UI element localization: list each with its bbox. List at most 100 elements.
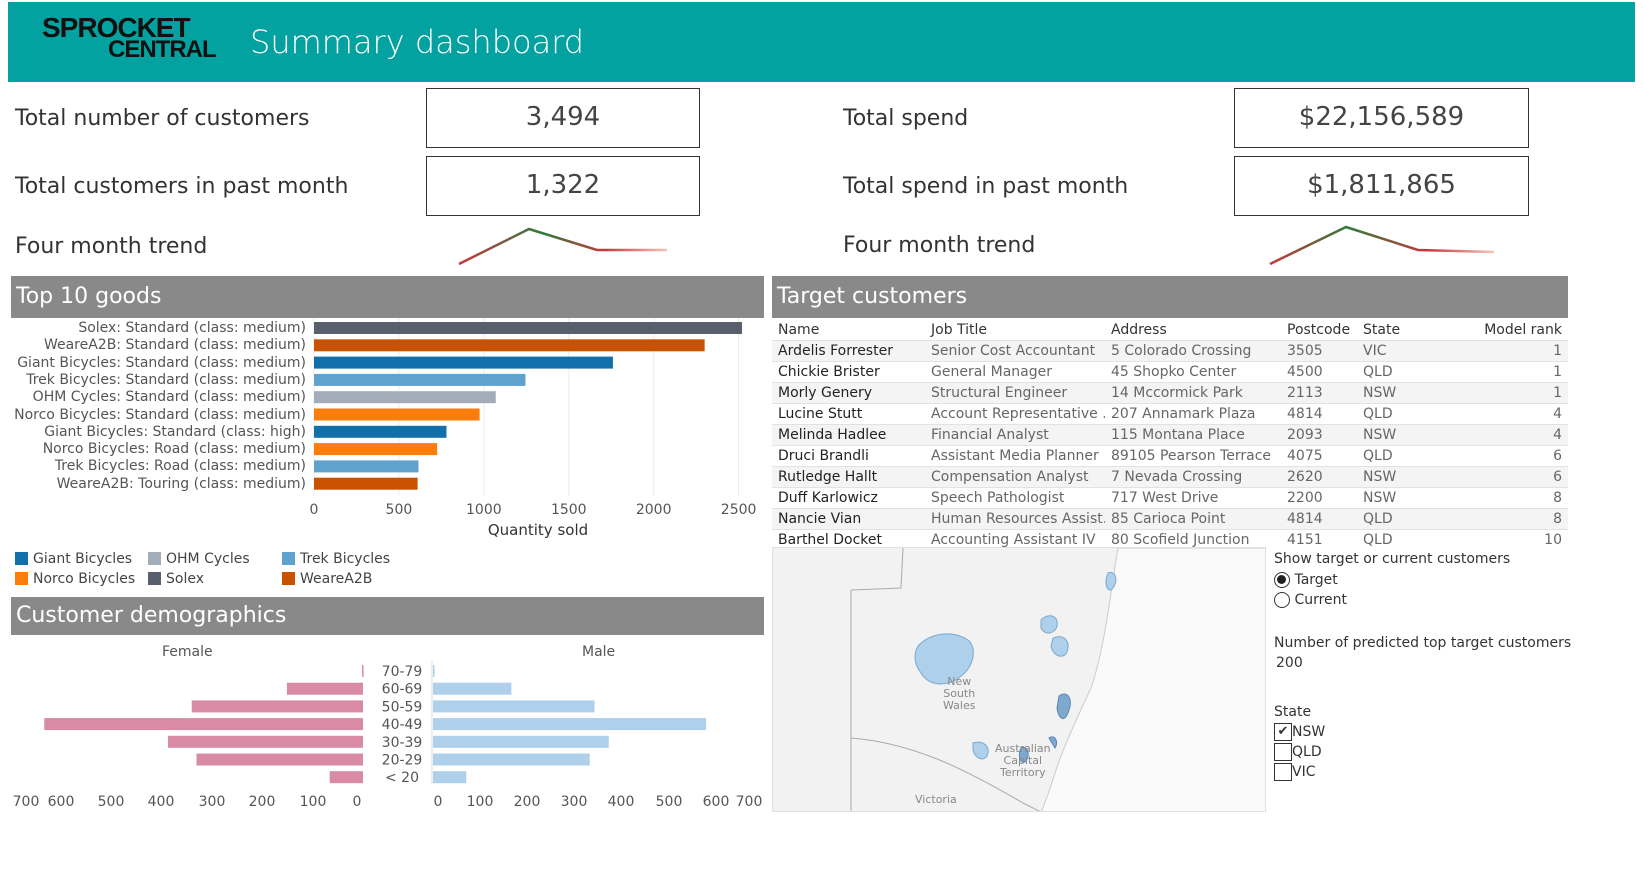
table-cell: 4151	[1281, 529, 1357, 550]
table-row[interactable]: Duff Karlowicz Speech Pathologist 717 West…	[772, 487, 1568, 509]
state-option[interactable]: ✔ NSW	[1274, 722, 1325, 742]
female-x-tick: 200	[249, 794, 276, 810]
female-bar[interactable]	[167, 735, 363, 748]
radio-current[interactable]: Current	[1274, 590, 1347, 610]
legend-label[interactable]: Trek Bicycles	[300, 551, 391, 567]
table-row[interactable]: Melinda Hadlee Financial Analyst 115 Monta…	[772, 424, 1568, 446]
table-row[interactable]: Nancie Vian Human Resources Assist.. 85 Ca…	[772, 508, 1568, 530]
female-x-tick: 500	[98, 794, 125, 810]
age-group-label: 40-49	[382, 717, 423, 733]
legend-label[interactable]: OHM Cycles	[166, 551, 250, 567]
top-goods-bar[interactable]	[314, 425, 447, 438]
table-cell: Melinda Hadlee	[772, 424, 925, 446]
state-checkbox[interactable]	[1274, 763, 1292, 781]
top-goods-bar[interactable]	[314, 322, 742, 334]
top-goods-x-tick: 1500	[551, 502, 587, 518]
table-cell: Barthel Docket	[772, 529, 925, 550]
table-cell: Assistant Media Planner	[925, 445, 1105, 467]
legend-swatch[interactable]	[148, 572, 161, 585]
table-cell: Senior Cost Accountant	[925, 340, 1105, 362]
table-column-header[interactable]: State	[1363, 322, 1401, 338]
target-customers-table-wrap: Name Job Title Address Postcode State Model r…	[772, 320, 1568, 550]
female-bar[interactable]	[286, 682, 363, 695]
legend-label[interactable]: Norco Bicycles	[33, 571, 136, 587]
legend-swatch[interactable]	[282, 572, 295, 585]
state-option[interactable]: QLD	[1274, 742, 1325, 762]
male-bar[interactable]	[433, 735, 609, 748]
top-goods-bar[interactable]	[314, 339, 705, 352]
female-bar[interactable]	[191, 700, 363, 713]
male-bar[interactable]	[433, 682, 512, 695]
table-column-header[interactable]: Model rank	[1484, 322, 1562, 338]
state-filter-label: State	[1274, 704, 1312, 720]
legend-label[interactable]: WeareA2B	[300, 571, 373, 587]
table-cell: 89105 Pearson Terrace	[1105, 445, 1281, 467]
legend-label[interactable]: Solex	[166, 571, 204, 587]
top-goods-bar[interactable]	[314, 356, 613, 369]
female-bar[interactable]	[44, 718, 364, 731]
state-option[interactable]: VIC	[1274, 762, 1325, 782]
state-checkbox[interactable]	[1274, 743, 1292, 761]
male-bar[interactable]	[433, 665, 435, 677]
table-cell: 717 West Drive	[1105, 487, 1281, 509]
table-cell: 6	[1429, 445, 1568, 467]
table-column-header[interactable]: Address	[1111, 322, 1167, 338]
table-column-header[interactable]: Postcode	[1287, 322, 1351, 338]
table-cell: Accounting Assistant IV	[925, 529, 1105, 550]
table-column-header[interactable]: Job Title	[931, 322, 988, 338]
top-goods-x-tick: 1000	[466, 502, 502, 518]
female-label: Female	[162, 644, 213, 660]
male-bar[interactable]	[433, 753, 590, 766]
legend-swatch[interactable]	[148, 552, 161, 565]
customer-map[interactable]: New South Wales Australian Capital Territory…	[772, 547, 1266, 812]
radio-target[interactable]: Target	[1274, 570, 1338, 590]
table-row[interactable]: Lucine Stutt Account Representative .. 207…	[772, 403, 1568, 425]
table-cell: Human Resources Assist..	[925, 508, 1105, 530]
male-bar[interactable]	[433, 771, 467, 784]
female-bar[interactable]	[329, 771, 363, 784]
table-cell: Speech Pathologist	[925, 487, 1105, 509]
num-target-value[interactable]: 200	[1276, 655, 1303, 671]
top-goods-category-label: Trek Bicycles: Standard (class: medium)	[26, 371, 306, 388]
table-row[interactable]: Morly Genery Structural Engineer 14 Mccorm…	[772, 382, 1568, 404]
trend-sparkline-spend	[1269, 225, 1495, 266]
legend-swatch[interactable]	[282, 552, 295, 565]
table-row[interactable]: Druci Brandli Assistant Media Planner 8910…	[772, 445, 1568, 467]
female-x-tick: 400	[148, 794, 175, 810]
radio-current-indicator[interactable]	[1274, 592, 1290, 608]
legend-swatch[interactable]	[15, 552, 28, 565]
demographics-header: Customer demographics	[11, 597, 764, 635]
table-row[interactable]: Chickie Brister General Manager 45 Shopko …	[772, 361, 1568, 383]
state-option-label: VIC	[1292, 764, 1316, 780]
table-cell: 80 Scofield Junction	[1105, 529, 1281, 550]
male-bar[interactable]	[433, 700, 595, 713]
table-cell: NSW	[1357, 487, 1429, 509]
top-goods-bar[interactable]	[314, 443, 438, 456]
male-x-tick: 0	[434, 794, 443, 810]
top-goods-x-tick: 0	[310, 502, 319, 518]
top-goods-bar[interactable]	[314, 373, 526, 386]
table-row[interactable]: Ardelis Forrester Senior Cost Accountant 5…	[772, 340, 1568, 362]
table-cell: QLD	[1357, 445, 1429, 467]
legend-swatch[interactable]	[15, 572, 28, 585]
header-bar	[8, 2, 1635, 82]
female-x-tick: 300	[199, 794, 226, 810]
legend-label[interactable]: Giant Bicycles	[33, 551, 133, 567]
top-goods-category-label: Trek Bicycles: Road (class: medium)	[54, 458, 306, 475]
top-goods-bar[interactable]	[314, 460, 419, 473]
table-column-header[interactable]: Name	[778, 322, 820, 338]
table-row[interactable]: Barthel Docket Accounting Assistant IV 80 …	[772, 529, 1568, 550]
top-goods-bar[interactable]	[314, 408, 480, 421]
state-checkbox[interactable]: ✔	[1274, 723, 1292, 741]
top-goods-category-label: WeareA2B: Standard (class: medium)	[43, 337, 306, 354]
top-goods-bar[interactable]	[314, 391, 496, 404]
map-label-act: Australian Capital Territory	[995, 742, 1051, 779]
table-row[interactable]: Rutledge Hallt Compensation Analyst 7 Neva…	[772, 466, 1568, 488]
table-cell: Account Representative ..	[925, 403, 1105, 425]
top-goods-bar[interactable]	[314, 477, 418, 490]
female-bar[interactable]	[196, 753, 364, 766]
top-goods-category-label: Norco Bicycles: Road (class: medium)	[42, 441, 306, 458]
female-bar[interactable]	[362, 665, 364, 677]
male-bar[interactable]	[433, 718, 707, 731]
radio-target-indicator[interactable]	[1274, 572, 1290, 588]
